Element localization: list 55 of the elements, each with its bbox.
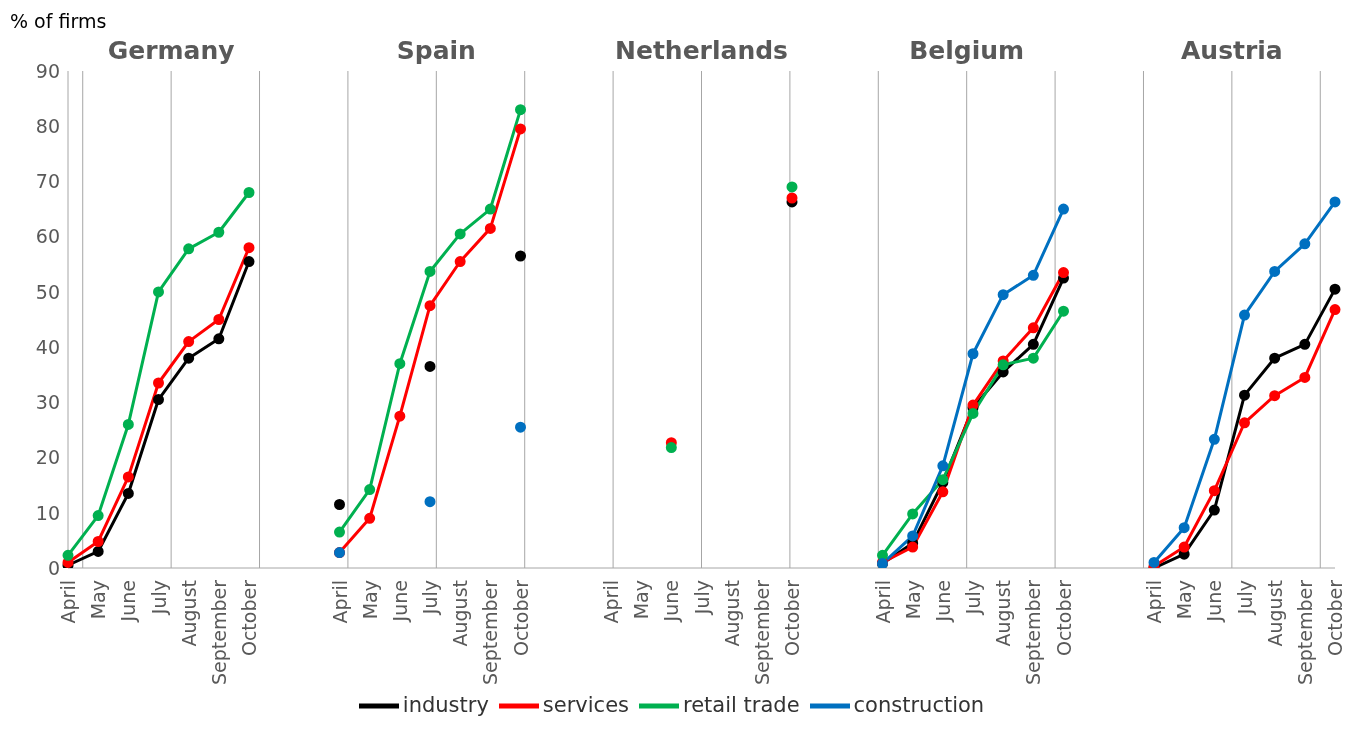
x-tick-label: July (419, 580, 441, 616)
legend-label: services (542, 693, 630, 717)
x-tick-label: October (509, 579, 532, 657)
x-tick-label: July (1233, 580, 1256, 616)
x-tick-label: October (781, 579, 803, 657)
x-tick-label: June (117, 580, 140, 623)
legend-label: retail trade (683, 693, 800, 717)
x-tick-label: May (1173, 580, 1196, 620)
x-tick-label: May (901, 580, 924, 620)
y-tick-label: 90 (35, 59, 60, 82)
x-tick-label: October (238, 579, 260, 657)
text: Spain (395, 36, 477, 65)
x-tick-label: August (1263, 580, 1286, 647)
legend-label: industry (402, 693, 489, 717)
x-tick-label: May (87, 580, 110, 620)
x-tick-label: April (57, 580, 79, 624)
x-tick-label: April (1143, 580, 1165, 624)
x-tick-label: May (630, 580, 653, 620)
x-tick-label: July (962, 580, 984, 616)
x-tick-label: September (750, 579, 773, 686)
legend-label: construction (853, 693, 985, 717)
x-tick-label: April (600, 580, 622, 624)
x-tick-label: September (207, 579, 230, 686)
x-tick-label: June (931, 580, 954, 623)
y-tick-label: 20 (35, 446, 60, 469)
y-tick-label: 70 (35, 170, 60, 193)
x-tick-label: August (177, 580, 200, 647)
y-tick-label: 50 (35, 280, 60, 303)
x-tick-label: August (992, 580, 1015, 647)
x-tick-label: August (720, 580, 743, 647)
x-tick-label: June (388, 580, 411, 623)
x-tick-label: September (479, 579, 502, 686)
x-tick-label: October (1324, 579, 1346, 657)
x-tick-label: September (1022, 579, 1045, 686)
x-tick-label: June (1203, 580, 1226, 623)
text: Germany (107, 36, 235, 65)
x-tick-label: September (1293, 579, 1316, 686)
text: Belgium (908, 36, 1026, 65)
y-axis-title: % of firms (10, 10, 107, 32)
y-tick-label: 40 (35, 335, 60, 358)
y-tick-label: 60 (35, 225, 60, 248)
y-tick-label: 80 (35, 114, 60, 137)
x-tick-label: July (690, 580, 713, 616)
y-tick-label: 30 (35, 391, 60, 414)
text: Netherlands (614, 36, 789, 65)
x-tick-label: May (358, 580, 381, 620)
x-tick-label: October (1052, 579, 1075, 657)
x-tick-label: June (660, 580, 683, 623)
x-tick-label: April (871, 580, 894, 624)
x-tick-label: April (328, 580, 351, 624)
x-tick-label: August (449, 580, 472, 647)
text: Austria (1180, 36, 1284, 65)
y-tick-label: 0 (47, 556, 60, 579)
x-tick-label: July (147, 580, 170, 616)
y-tick-label: 10 (35, 501, 60, 524)
